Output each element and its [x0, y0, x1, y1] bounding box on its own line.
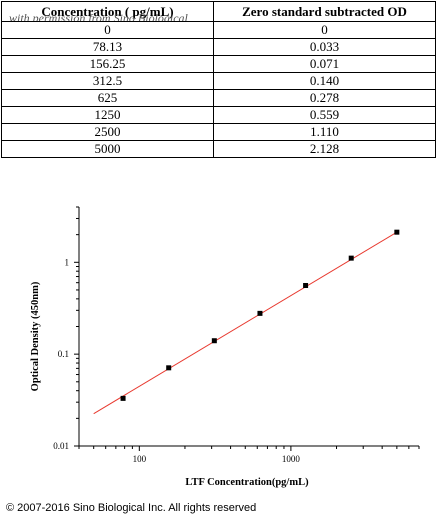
x-tick-label: 1000	[282, 454, 301, 464]
table-row: 5000 2.128	[1, 140, 436, 158]
header-concentration-label: Concentration ( pg/mL)	[41, 4, 174, 19]
table-cell-od: 1.110	[213, 123, 436, 141]
table-row: 2500 1.110	[1, 123, 436, 141]
axis-labels-layer: 0.01 0.1 1 100 1000 LTF Concentration(pg/mL) O…	[30, 257, 309, 488]
data-point	[303, 282, 309, 288]
x-axis-label: LTF Concentration(pg/mL)	[185, 477, 309, 488]
data-points-layer	[120, 229, 400, 401]
table-row: 156.25 0.071	[1, 55, 436, 73]
standard-curve-table: Concentration ( pg/mL) with permission f…	[1, 1, 436, 158]
data-point	[211, 338, 217, 344]
table-cell-od: 0.559	[213, 106, 436, 124]
permission-watermark: with permission from Sino Biological	[9, 11, 188, 22]
table-row: 0 0	[1, 21, 436, 39]
table-cell-concentration: 1250	[1, 106, 214, 124]
table-row: 1250 0.559	[1, 106, 436, 124]
table-cell-concentration: 312.5	[1, 72, 214, 90]
x-tick-label: 100	[133, 454, 147, 464]
y-axis-label: Optical Density (450nm)	[30, 281, 41, 391]
header-concentration: Concentration ( pg/mL) with permission f…	[1, 1, 214, 22]
table-cell-od: 0	[213, 21, 436, 39]
table-cell-od: 2.128	[213, 140, 436, 158]
standard-table-container: Concentration ( pg/mL) with permission f…	[1, 1, 436, 164]
header-od: Zero standard subtracted OD	[213, 1, 436, 22]
data-point	[348, 255, 354, 261]
table-cell-od: 0.033	[213, 38, 436, 56]
table-cell-concentration: 625	[1, 89, 214, 107]
y-tick-label: 0.1	[58, 349, 69, 359]
table-row: 625 0.278	[1, 89, 436, 107]
data-point	[257, 310, 263, 316]
copyright-notice: © 2007-2016 Sino Biological Inc. All rig…	[6, 502, 257, 514]
chart-svg: 0.01 0.1 1 100 1000 LTF Concentration(pg/mL) O…	[30, 206, 420, 488]
y-tick-label: 0.01	[53, 441, 69, 451]
table-row: 78.13 0.033	[1, 38, 436, 56]
data-point	[120, 395, 126, 401]
table-header-row: Concentration ( pg/mL) with permission f…	[1, 1, 436, 22]
table-row: 312.5 0.140	[1, 72, 436, 90]
y-tick-label: 1	[65, 257, 70, 267]
table-cell-od: 0.278	[213, 89, 436, 107]
fit-line-layer	[93, 231, 398, 415]
table-cell-concentration: 5000	[1, 140, 214, 158]
table-cell-concentration: 0	[1, 21, 214, 39]
axes-layer	[74, 206, 420, 451]
table-cell-concentration: 156.25	[1, 55, 214, 73]
data-point	[394, 229, 400, 235]
fit-line	[93, 231, 398, 415]
table-cell-od: 0.140	[213, 72, 436, 90]
table-cell-concentration: 78.13	[1, 38, 214, 56]
table-cell-od: 0.071	[213, 55, 436, 73]
table-cell-concentration: 2500	[1, 123, 214, 141]
data-point	[166, 365, 172, 371]
standard-curve-chart: 0.01 0.1 1 100 1000 LTF Concentration(pg/mL) O…	[0, 195, 437, 495]
